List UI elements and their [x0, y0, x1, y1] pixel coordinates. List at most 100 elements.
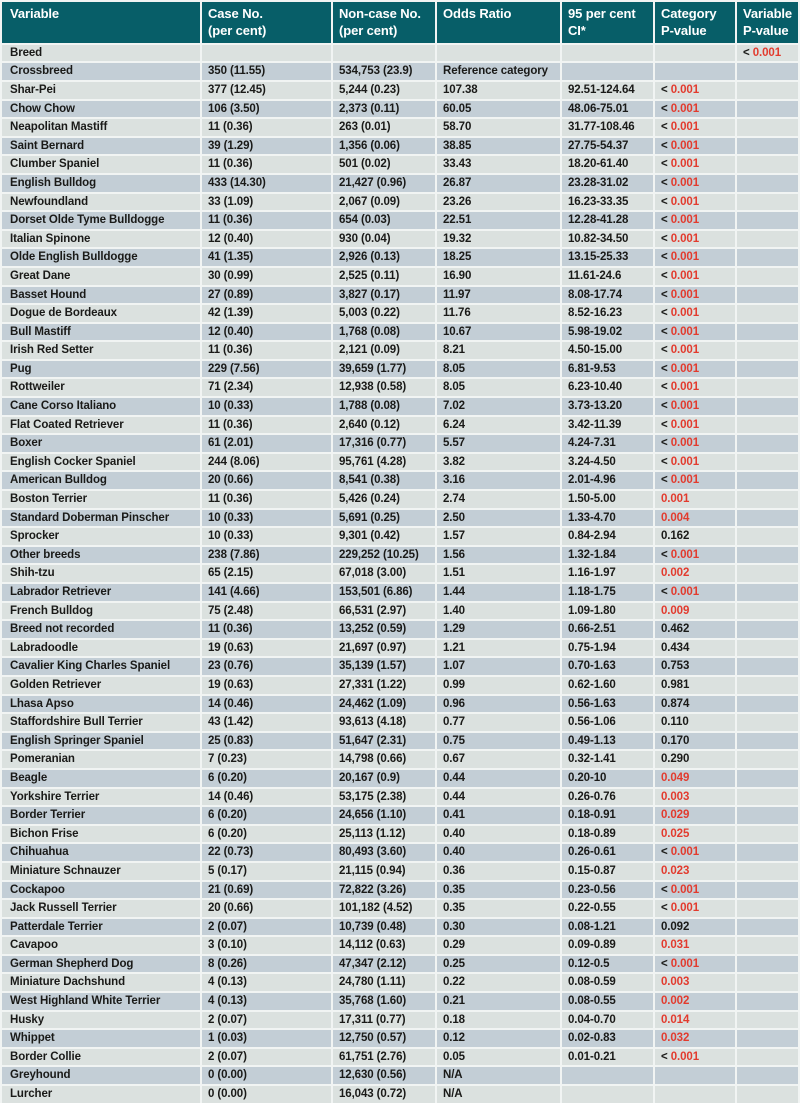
odds-ratio-cell: 6.24 — [437, 416, 560, 434]
noncase-no-cell: 14,112 (0.63) — [333, 937, 435, 954]
odds-ratio-cell: 23.26 — [437, 193, 560, 211]
p-value-text: 0.001 — [670, 232, 699, 245]
category-p-cell: 0.002 — [655, 565, 735, 582]
variable-p-cell — [737, 862, 798, 880]
breed-name-cell: Neapolitan Mastiff — [2, 119, 200, 136]
breed-name-cell: Miniature Dachshund — [2, 974, 200, 992]
breed-name-cell: French Bulldog — [2, 602, 200, 620]
col-header-case-no: Case No. (per cent) — [202, 2, 331, 43]
case-no-cell: 106 (3.50) — [202, 100, 331, 118]
noncase-no-cell: 1,356 (0.06) — [333, 137, 435, 155]
ci-cell — [562, 44, 653, 62]
breed-name-cell: Boston Terrier — [2, 491, 200, 508]
p-value-text: 0.003 — [661, 790, 690, 803]
breed-name-cell: American Bulldog — [2, 472, 200, 490]
category-p-cell: < 0.001 — [655, 193, 735, 211]
case-no-cell: 3 (0.10) — [202, 937, 331, 954]
case-no-cell: 11 (0.36) — [202, 156, 331, 173]
breed-name-cell: West Highland White Terrier — [2, 993, 200, 1010]
category-p-cell: 0.753 — [655, 658, 735, 675]
variable-p-cell — [737, 937, 798, 954]
case-no-cell: 244 (8.06) — [202, 453, 331, 471]
table-row: Olde English Bulldogge 41 (1.35) 2,926 (0.… — [2, 249, 798, 266]
variable-p-cell — [737, 695, 798, 713]
case-no-cell: 2 (0.07) — [202, 1048, 331, 1066]
case-no-cell: 11 (0.36) — [202, 212, 331, 229]
variable-p-cell — [737, 900, 798, 917]
less-than-sign: < — [661, 195, 671, 208]
variable-p-cell — [737, 472, 798, 490]
case-no-cell: 30 (0.99) — [202, 267, 331, 285]
ci-cell: 6.23-10.40 — [562, 379, 653, 397]
table-row: Shih-tzu 65 (2.15) 67,018 (3.00) 1.51 1.16-1… — [2, 565, 798, 582]
less-than-sign: < — [661, 474, 671, 487]
variable-p-cell — [737, 714, 798, 731]
breed-name-cell: Border Collie — [2, 1048, 200, 1066]
case-no-cell: 6 (0.20) — [202, 807, 331, 824]
case-no-cell: 229 (7.56) — [202, 360, 331, 378]
variable-p-cell — [737, 342, 798, 359]
category-p-cell: 0.092 — [655, 918, 735, 936]
variable-p-cell — [737, 676, 798, 694]
ci-cell: 16.23-33.35 — [562, 193, 653, 211]
category-p-cell: < 0.001 — [655, 546, 735, 564]
noncase-no-cell: 53,175 (2.38) — [333, 788, 435, 806]
noncase-no-cell: 101,182 (4.52) — [333, 900, 435, 917]
breed-name-cell: Pomeranian — [2, 751, 200, 768]
category-p-cell: 0.462 — [655, 621, 735, 638]
case-no-cell: 61 (2.01) — [202, 435, 331, 452]
table-row: Saint Bernard 39 (1.29) 1,356 (0.06) 38.85 2… — [2, 137, 798, 155]
less-than-sign: < — [661, 83, 671, 96]
ci-cell: 0.08-0.59 — [562, 974, 653, 992]
table-row: Husky 2 (0.07) 17,311 (0.77) 0.18 0.04-0.70 0… — [2, 1011, 798, 1029]
odds-ratio-cell: 38.85 — [437, 137, 560, 155]
ci-cell: 0.66-2.51 — [562, 621, 653, 638]
breed-name-cell: Chihuahua — [2, 844, 200, 861]
case-no-cell: 14 (0.46) — [202, 695, 331, 713]
noncase-no-cell: 80,493 (3.60) — [333, 844, 435, 861]
odds-ratio-cell: 0.05 — [437, 1048, 560, 1066]
noncase-no-cell: 12,630 (0.56) — [333, 1067, 435, 1085]
table-row: Greyhound 0 (0.00) 12,630 (0.56) N/A — [2, 1067, 798, 1085]
less-than-sign: < — [661, 344, 671, 357]
case-no-cell: 20 (0.66) — [202, 900, 331, 917]
p-value-text: 0.001 — [670, 437, 699, 450]
ci-cell: 0.08-0.55 — [562, 993, 653, 1010]
less-than-sign: < — [661, 455, 671, 468]
p-value-text: 0.981 — [661, 678, 690, 691]
breed-name-cell: Yorkshire Terrier — [2, 788, 200, 806]
col-header-noncase-no: Non-case No. (per cent) — [333, 2, 435, 43]
less-than-sign: < — [661, 362, 671, 375]
ci-cell: 0.18-0.89 — [562, 825, 653, 843]
table-row: Shar-Pei 377 (12.45) 5,244 (0.23) 107.38 92.… — [2, 81, 798, 99]
ci-cell: 0.70-1.63 — [562, 658, 653, 675]
less-than-sign: < — [661, 307, 671, 320]
variable-p-cell — [737, 435, 798, 452]
ci-cell: 0.09-0.89 — [562, 937, 653, 954]
odds-ratio-cell: 8.05 — [437, 379, 560, 397]
less-than-sign: < — [661, 325, 671, 338]
p-value-text: 0.001 — [670, 362, 699, 375]
noncase-no-cell: 12,938 (0.58) — [333, 379, 435, 397]
case-no-cell: 7 (0.23) — [202, 751, 331, 768]
category-p-cell: 0.029 — [655, 807, 735, 824]
breed-name-cell: English Bulldog — [2, 174, 200, 192]
category-p-cell: < 0.001 — [655, 881, 735, 899]
odds-ratio-cell: 58.70 — [437, 119, 560, 136]
p-value-text: 0.001 — [670, 251, 699, 264]
p-value-text: 0.001 — [670, 325, 699, 338]
variable-p-cell — [737, 193, 798, 211]
table-row: Cane Corso Italiano 10 (0.33) 1,788 (0.08)… — [2, 398, 798, 415]
variable-p-cell — [737, 119, 798, 136]
variable-p-cell — [737, 416, 798, 434]
table-row: French Bulldog 75 (2.48) 66,531 (2.97) 1.40… — [2, 602, 798, 620]
less-than-sign: < — [661, 102, 671, 115]
p-value-text: 0.001 — [670, 269, 699, 282]
table-row: Breed < 0.001 — [2, 44, 798, 62]
odds-ratio-cell: 0.29 — [437, 937, 560, 954]
odds-ratio-cell: 0.44 — [437, 769, 560, 787]
noncase-no-cell: 2,525 (0.11) — [333, 267, 435, 285]
case-no-cell: 2 (0.07) — [202, 1011, 331, 1029]
variable-p-cell — [737, 1086, 798, 1103]
breed-name-cell: Greyhound — [2, 1067, 200, 1085]
